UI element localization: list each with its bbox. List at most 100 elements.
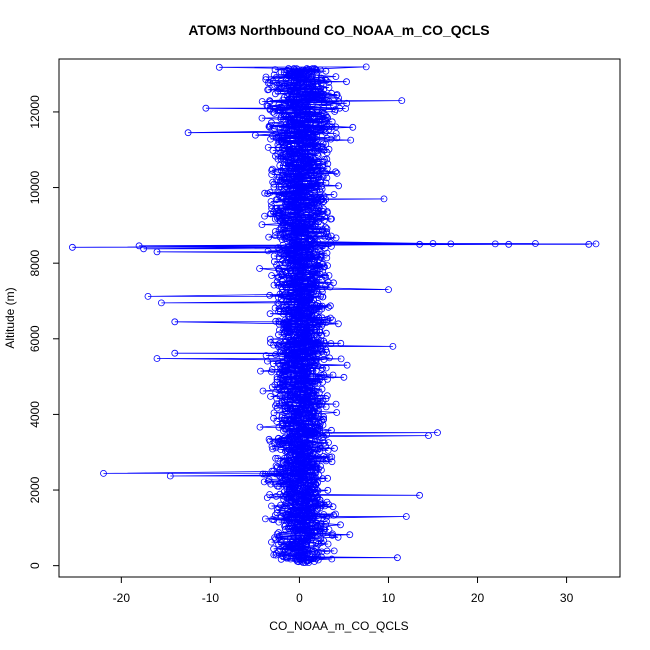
data-point bbox=[270, 409, 278, 417]
data-point bbox=[311, 258, 319, 266]
data-point bbox=[317, 80, 325, 87]
data-point bbox=[270, 183, 278, 191]
data-point bbox=[320, 413, 328, 421]
data-point bbox=[294, 204, 302, 211]
data-point bbox=[274, 188, 282, 196]
data-point bbox=[309, 136, 317, 144]
data-point bbox=[171, 318, 179, 326]
data-point bbox=[320, 511, 328, 518]
data-point bbox=[307, 185, 315, 193]
data-point bbox=[302, 376, 310, 384]
data-point bbox=[295, 360, 302, 368]
data-point bbox=[416, 491, 424, 499]
data-point bbox=[307, 242, 315, 250]
data-point bbox=[320, 316, 328, 324]
data-point bbox=[317, 535, 325, 542]
data-point bbox=[312, 539, 320, 546]
data-point bbox=[321, 128, 329, 136]
data-point bbox=[280, 94, 288, 101]
data-point bbox=[304, 313, 312, 321]
data-point bbox=[287, 266, 295, 274]
data-point bbox=[279, 208, 287, 216]
data-point bbox=[287, 69, 295, 76]
x-axis: -20 -10 0 10 20 30 bbox=[113, 577, 574, 605]
data-point bbox=[309, 349, 317, 357]
data-point bbox=[306, 386, 314, 394]
data-point bbox=[286, 402, 294, 410]
data-point bbox=[278, 134, 286, 142]
data-point bbox=[307, 72, 315, 80]
data-point bbox=[274, 195, 282, 203]
data-point bbox=[316, 399, 323, 407]
data-point bbox=[295, 198, 303, 206]
data-point bbox=[286, 127, 294, 135]
data-point bbox=[299, 393, 307, 401]
data-point bbox=[290, 342, 298, 350]
data-point bbox=[272, 492, 280, 500]
data-point bbox=[315, 314, 323, 322]
data-point bbox=[311, 183, 319, 190]
data-point bbox=[313, 136, 321, 143]
data-point bbox=[288, 301, 296, 309]
data-point bbox=[317, 127, 325, 135]
data-point bbox=[266, 491, 274, 498]
data-point bbox=[306, 67, 314, 75]
data-point bbox=[324, 486, 332, 494]
data-point bbox=[284, 172, 292, 180]
data-point bbox=[276, 348, 284, 356]
data-point bbox=[281, 525, 289, 533]
data-point bbox=[295, 362, 303, 370]
data-point bbox=[277, 446, 285, 453]
data-point bbox=[287, 508, 295, 516]
data-point bbox=[267, 119, 275, 127]
data-point bbox=[288, 257, 295, 265]
data-point bbox=[291, 158, 299, 166]
data-point bbox=[157, 299, 165, 307]
data-point bbox=[326, 123, 333, 130]
data-point bbox=[335, 182, 343, 190]
data-point bbox=[289, 536, 297, 544]
data-point bbox=[322, 318, 330, 326]
data-point bbox=[308, 203, 316, 211]
data-point bbox=[297, 120, 305, 127]
data-point bbox=[285, 247, 293, 255]
data-point bbox=[287, 308, 295, 316]
data-point bbox=[299, 196, 307, 204]
y-tick-label: 2000 bbox=[28, 476, 42, 503]
data-point bbox=[293, 249, 301, 257]
data-point bbox=[271, 232, 279, 240]
data-point bbox=[300, 188, 308, 196]
data-point bbox=[265, 123, 273, 130]
data-point bbox=[299, 287, 307, 294]
data-point bbox=[335, 98, 343, 106]
data-point bbox=[312, 242, 320, 249]
data-point bbox=[259, 387, 267, 395]
data-point bbox=[303, 241, 311, 248]
data-point bbox=[349, 123, 357, 131]
data-point bbox=[306, 440, 314, 448]
data-point bbox=[314, 340, 322, 348]
data-point bbox=[321, 76, 329, 83]
data-point bbox=[288, 444, 296, 452]
data-point bbox=[251, 131, 259, 139]
data-point bbox=[287, 555, 295, 563]
data-point bbox=[327, 135, 335, 143]
data-point bbox=[298, 222, 306, 230]
data-point bbox=[276, 490, 284, 498]
data-point bbox=[309, 174, 317, 182]
data-point bbox=[298, 139, 306, 147]
data-point bbox=[275, 482, 283, 490]
data-point bbox=[286, 429, 294, 437]
data-point bbox=[278, 507, 286, 515]
data-point bbox=[276, 380, 284, 388]
data-point bbox=[317, 176, 325, 184]
data-point bbox=[276, 245, 284, 253]
data-point bbox=[282, 447, 289, 455]
data-point bbox=[329, 101, 337, 109]
data-point bbox=[296, 190, 304, 198]
data-point bbox=[308, 408, 316, 416]
data-point bbox=[304, 111, 312, 119]
data-point bbox=[305, 473, 313, 481]
data-point bbox=[276, 290, 284, 298]
data-point bbox=[264, 190, 272, 198]
